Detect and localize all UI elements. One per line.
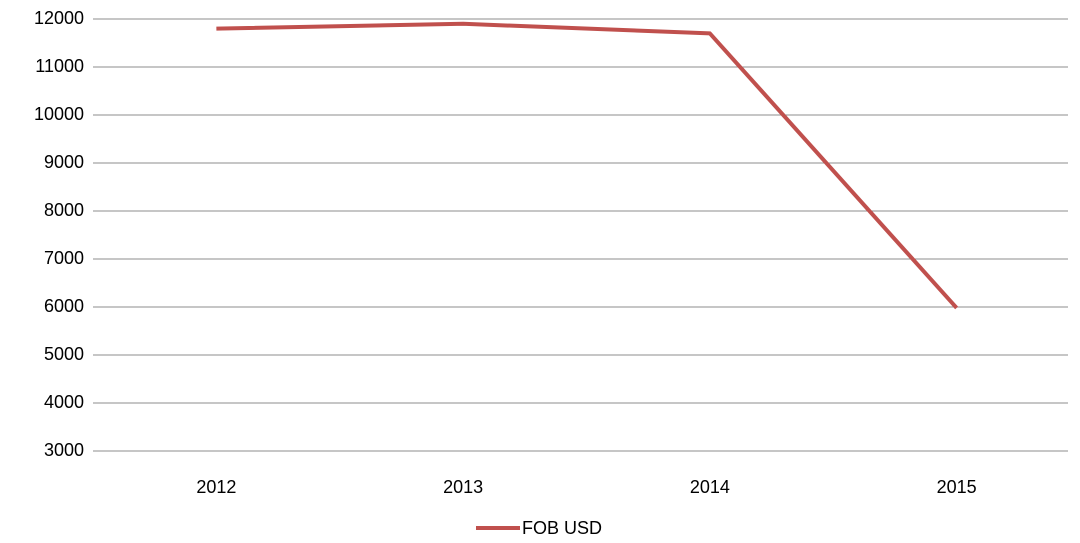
y-tick-label: 4000 bbox=[44, 392, 84, 412]
y-tick-label: 3000 bbox=[44, 440, 84, 460]
y-tick-label: 8000 bbox=[44, 200, 84, 220]
x-tick-label: 2015 bbox=[937, 477, 977, 497]
y-tick-label: 6000 bbox=[44, 296, 84, 316]
y-tick-label: 10000 bbox=[34, 104, 84, 124]
x-tick-label: 2012 bbox=[196, 477, 236, 497]
y-tick-label: 7000 bbox=[44, 248, 84, 268]
series-line bbox=[216, 21, 959, 310]
x-tick-label: 2013 bbox=[443, 477, 483, 497]
x-tick-label: 2014 bbox=[690, 477, 730, 497]
y-tick-label: 5000 bbox=[44, 344, 84, 364]
y-tick-label: 12000 bbox=[34, 8, 84, 28]
y-tick-label: 11000 bbox=[35, 56, 84, 76]
legend-label: FOB USD bbox=[522, 518, 602, 538]
y-tick-label: 9000 bbox=[44, 152, 84, 172]
